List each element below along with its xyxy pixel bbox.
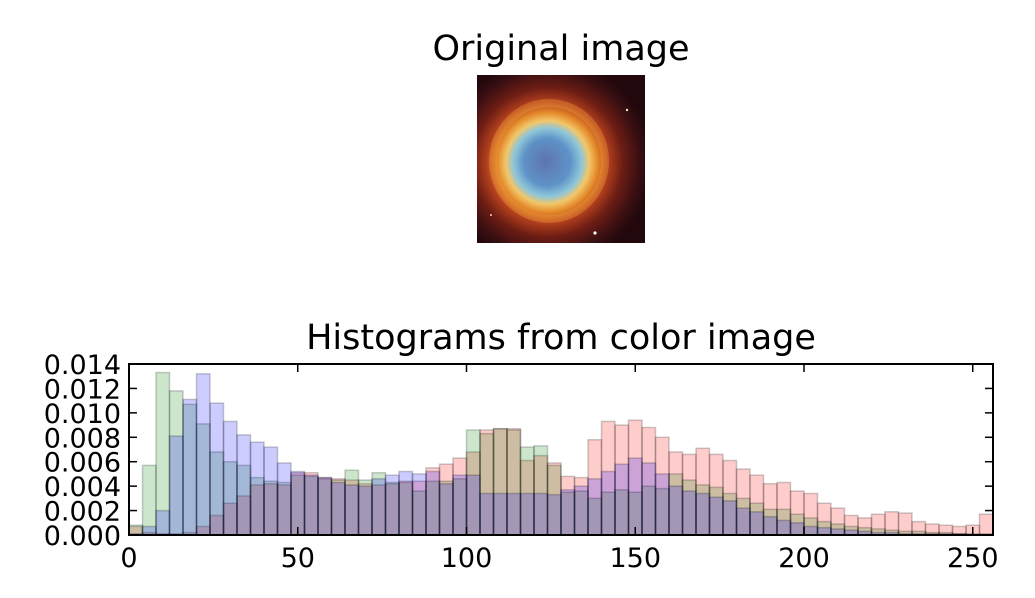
histogram-bar-series-2-bin-28: [506, 492, 522, 536]
y-tick-label: 0.012: [44, 374, 121, 405]
histogram-bars: [128, 371, 994, 536]
axis-ticks: [128, 363, 993, 536]
x-tick-label: 50: [281, 543, 315, 574]
histogram-bar-series-2-bin-51: [816, 526, 832, 536]
histogram-bar-series-2-bin-22: [425, 470, 441, 536]
histogram-bar-series-2-bin-45: [735, 507, 751, 536]
histogram-bar-series-2-bin-3: [168, 435, 184, 536]
histogram-bar-series-2-bin-23: [438, 482, 454, 536]
histogram-bar-series-2-bin-19: [384, 474, 400, 536]
y-tick-label: 0.006: [44, 448, 121, 479]
histogram-bar-series-2-bin-7: [222, 420, 238, 536]
histogram-bar-series-0-bin-63: [978, 513, 994, 536]
histogram-bar-series-2-bin-14: [317, 476, 333, 536]
histogram-bar-series-2-bin-35: [600, 470, 616, 536]
histogram-bar-series-2-bin-21: [411, 473, 427, 536]
histogram-bar-series-2-bin-12: [290, 470, 306, 536]
histogram-bar-series-2-bin-25: [465, 474, 481, 536]
plot-frame: [128, 363, 994, 536]
histogram-bar-series-2-bin-18: [371, 478, 387, 536]
axis-tick-labels: 0 50 100 150 200 250 0.0000.0020.0040.0060.008…: [44, 350, 999, 574]
x-tick-label: 0: [120, 543, 137, 574]
histogram-bar-series-2-bin-27: [492, 492, 508, 536]
histogram-bar-series-2-bin-16: [344, 484, 360, 536]
nebula-image: [477, 75, 645, 243]
histogram-bar-series-2-bin-31: [546, 493, 562, 536]
x-tick-label: 200: [778, 543, 830, 574]
histogram-bar-series-2-bin-1: [141, 525, 157, 536]
histogram-title: Histograms from color image: [306, 318, 816, 358]
histogram-bar-series-2-bin-26: [479, 492, 495, 536]
y-tick-label: 0.008: [44, 423, 121, 454]
histogram-bar-series-2-bin-38: [641, 462, 657, 536]
histogram-bar-series-2-bin-17: [357, 485, 373, 536]
y-tick-label: 0.004: [44, 472, 121, 503]
histogram-bar-series-2-bin-40: [668, 485, 684, 536]
histogram-bar-series-2-bin-24: [452, 474, 468, 536]
histogram-bar-series-2-bin-43: [708, 496, 724, 536]
histogram-bar-series-2-bin-15: [330, 481, 346, 536]
histogram-bar-series-2-bin-44: [722, 500, 738, 536]
histogram-bar-series-2-bin-10: [263, 446, 279, 536]
histogram-bar-series-2-bin-29: [519, 492, 535, 536]
histogram-bar-series-2-bin-2: [155, 509, 171, 536]
histogram-bar-series-2-bin-20: [398, 470, 414, 536]
histogram-bar-series-2-bin-9: [249, 441, 265, 536]
histogram-bar-series-2-bin-30: [533, 492, 549, 536]
histogram-bar-series-1-bin-1: [141, 464, 157, 536]
y-tick-label: 0.002: [44, 497, 121, 528]
histogram-bar-series-2-bin-37: [627, 457, 643, 536]
histogram-bar-series-2-bin-33: [573, 485, 589, 536]
histogram-bar-series-2-bin-4: [182, 398, 198, 536]
histogram-bar-series-2-bin-36: [614, 463, 630, 536]
histogram-bar-series-2-bin-48: [776, 519, 792, 536]
image-title: Original image: [432, 29, 690, 69]
histogram-bar-series-2-bin-42: [695, 492, 711, 536]
x-tick-label: 100: [441, 543, 493, 574]
y-tick-label: 0.010: [44, 399, 121, 430]
x-tick-label: 250: [947, 543, 999, 574]
histogram-bar-series-2-bin-39: [654, 473, 670, 536]
histogram-bar-series-2-bin-32: [560, 489, 576, 536]
histogram-bar-series-2-bin-47: [762, 515, 778, 536]
histogram-bar-series-2-bin-13: [303, 474, 319, 536]
histogram-bar-series-2-bin-5: [195, 373, 211, 536]
histogram-bar-series-2-bin-50: [803, 525, 819, 536]
histogram-bar-series-2-bin-41: [681, 490, 697, 536]
x-tick-label: 150: [609, 543, 661, 574]
histogram-bar-series-2-bin-8: [236, 434, 252, 536]
y-tick-label: 0.000: [44, 521, 121, 552]
histogram-bar-series-2-bin-6: [209, 402, 225, 536]
histogram-bar-series-2-bin-11: [276, 462, 292, 536]
histogram-bar-series-2-bin-49: [789, 522, 805, 536]
y-tick-label: 0.014: [44, 350, 121, 381]
histogram-bar-series-2-bin-34: [587, 478, 603, 536]
histogram-bar-series-2-bin-46: [749, 511, 765, 536]
